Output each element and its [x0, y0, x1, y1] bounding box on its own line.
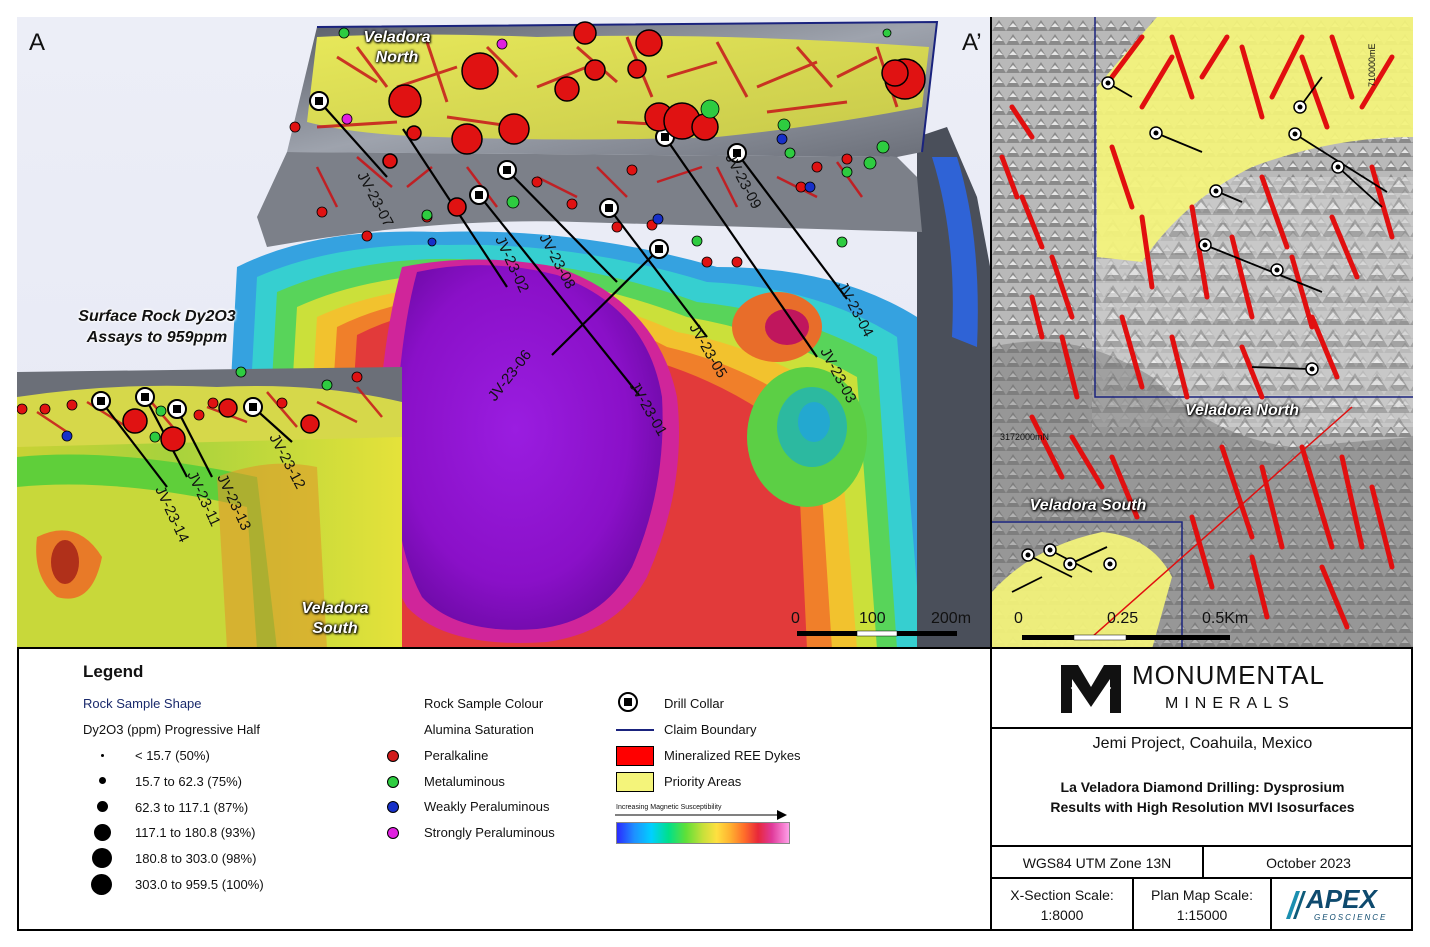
scale-label: 0: [1014, 610, 1023, 627]
scale-label: 0.5Km: [1202, 610, 1248, 627]
section-corner-a-prime: A’: [962, 29, 982, 56]
project-name: Jemi Project, Coahuila, Mexico: [1092, 735, 1313, 752]
claim-boundary-swatch: [616, 729, 654, 731]
size-symbol: [101, 754, 104, 757]
apex-logo-sub: GEOSCIENCE: [1314, 913, 1388, 922]
symbol-label: Claim Boundary: [664, 722, 757, 737]
monumental-logo-icon: [1061, 665, 1121, 714]
size-class-label: 180.8 to 303.0 (98%): [135, 851, 257, 866]
colour-label: Metaluminous: [424, 774, 505, 789]
cross-section-view: JV-23-07 JV-23-02 JV-23-08 JV-23-06 JV-2…: [17, 17, 992, 649]
symbol-label: Drill Collar: [664, 696, 724, 711]
grid-label-northing: 3172000mN: [1000, 432, 1049, 442]
section-scale-bar: 0 100 200m: [791, 610, 971, 637]
symbol-label: Mineralized REE Dykes: [664, 748, 801, 763]
company-logo-row: MONUMENTAL MINERALS: [992, 649, 1413, 729]
colour-swatch-strongly-peraluminous: [387, 827, 399, 839]
assay-note: Surface Rock Dy2O3 Assays to 959ppm: [78, 308, 236, 346]
datum: WGS84 UTM Zone 13N: [1022, 855, 1172, 871]
plan-map-view: 3172000mN 710000mE 0 0.25 0.5Km Veladora…: [992, 17, 1413, 649]
scale-row: X-Section Scale: 1:8000 Plan Map Scale: …: [992, 879, 1413, 931]
scale-label: 100: [859, 610, 886, 627]
size-class-label: < 15.7 (50%): [135, 748, 210, 763]
legend-shape-heading: Rock Sample Shape: [83, 696, 202, 711]
mag-arrow: [615, 810, 787, 820]
plan-scale-value: 1:15000: [1176, 907, 1228, 923]
plan-label-veladora-south: Veladora South: [1029, 497, 1147, 514]
size-symbol: [99, 777, 106, 784]
company-name: MONUMENTAL: [1132, 660, 1325, 690]
mag-susceptibility-label: Increasing Magnetic Susceptibility: [616, 804, 722, 811]
colour-label: Peralkaline: [424, 748, 489, 763]
ree-dykes-swatch: [616, 746, 654, 766]
colour-label: Strongly Peraluminous: [424, 825, 555, 840]
grid-label-easting: 710000mE: [1367, 43, 1377, 87]
drill-collar-icon: [618, 692, 638, 712]
size-symbol: [97, 801, 108, 812]
size-class-label: 303.0 to 959.5 (100%): [135, 877, 264, 892]
colour-label: Weakly Peraluminous: [424, 799, 550, 814]
company-subname: MINERALS: [1165, 695, 1295, 712]
project-title-row: Jemi Project, Coahuila, Mexico La Velado…: [992, 729, 1413, 847]
size-symbol: [91, 874, 112, 895]
colour-swatch-weakly-peraluminous: [387, 801, 399, 813]
label-veladora-south: Veladora South: [301, 600, 369, 637]
colour-swatch-metaluminous: [387, 776, 399, 788]
legend-title: Legend: [83, 662, 144, 681]
map-title-line2: Results with High Resolution MVI Isosurf…: [1050, 799, 1355, 815]
plan-scale-bar: 0 0.25 0.5Km: [1014, 610, 1248, 641]
colour-swatch-peralkaline: [387, 750, 399, 762]
xsection-scale-label: X-Section Scale:: [1010, 887, 1114, 903]
size-class-label: 15.7 to 62.3 (75%): [135, 774, 242, 789]
size-class-label: 117.1 to 180.8 (93%): [135, 825, 256, 840]
scale-label: 0: [791, 610, 800, 627]
apex-logo: APEX: [1306, 884, 1377, 914]
mag-colour-ramp: [616, 822, 790, 844]
map-date: October 2023: [1266, 855, 1351, 871]
size-symbol: [94, 824, 111, 841]
legend-colour-subheading: Alumina Saturation: [424, 722, 534, 737]
scale-label: 0.25: [1107, 610, 1138, 627]
cross-section-graphic: JV-23-07 JV-23-02 JV-23-08 JV-23-06 JV-2…: [17, 17, 990, 647]
label-veladora-north: Veladora North: [363, 29, 431, 66]
plan-label-veladora-north: Veladora North: [1184, 402, 1300, 419]
plan-scale-label: Plan Map Scale:: [1151, 887, 1253, 903]
priority-areas-swatch: [616, 772, 654, 792]
scale-label: 200m: [931, 610, 971, 627]
section-corner-a: A: [29, 29, 46, 56]
size-class-label: 62.3 to 117.1 (87%): [135, 800, 249, 815]
legend: Legend Rock Sample Shape Dy2O3 (ppm) Pro…: [17, 649, 992, 931]
size-symbol: [92, 848, 112, 868]
map-title-line1: La Veladora Diamond Drilling: Dysprosium: [1060, 779, 1345, 795]
symbol-label: Priority Areas: [664, 774, 742, 789]
xsection-scale-value: 1:8000: [1040, 907, 1084, 923]
plan-map-graphic: 3172000mN 710000mE 0 0.25 0.5Km: [992, 17, 1413, 647]
datum-date-row: WGS84 UTM Zone 13N October 2023: [992, 847, 1413, 879]
title-block: MONUMENTAL MINERALS Jemi Project, Coahui…: [992, 649, 1413, 931]
legend-shape-subheading: Dy2O3 (ppm) Progressive Half: [83, 722, 260, 737]
legend-colour-heading: Rock Sample Colour: [424, 696, 544, 711]
apex-logo-icon: [1286, 891, 1306, 919]
